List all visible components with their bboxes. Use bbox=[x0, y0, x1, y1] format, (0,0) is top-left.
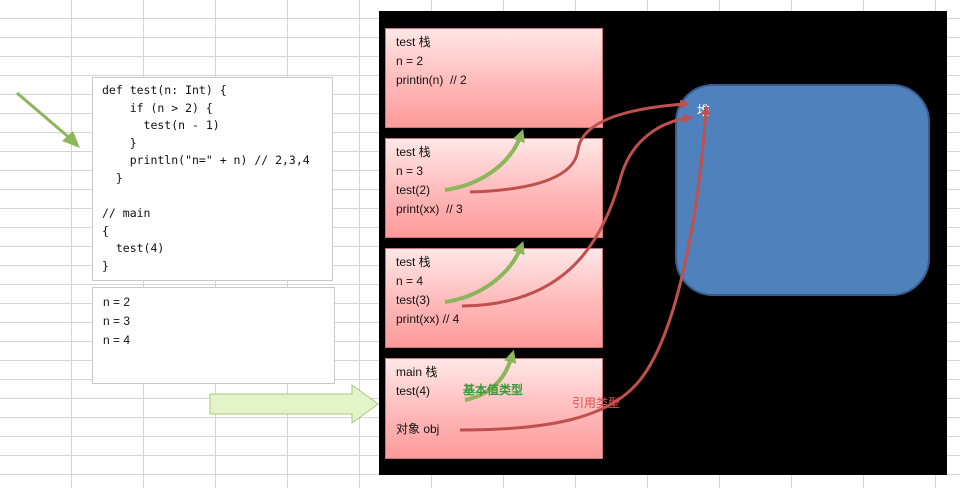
code-line: } bbox=[102, 135, 137, 150]
frame-line: test 栈 bbox=[396, 255, 431, 269]
stack-frame-test-n4: test 栈 n = 4 test(3) print(xx) // 4 bbox=[385, 248, 603, 348]
reference-arrow-1 bbox=[469, 99, 690, 194]
primitive-type-label: 基本值类型 bbox=[463, 383, 524, 397]
primitive-arrow-3 bbox=[464, 349, 517, 402]
output-line: n = 3 bbox=[103, 314, 131, 328]
output-line: n = 4 bbox=[103, 333, 131, 347]
code-line: } bbox=[102, 258, 109, 273]
pointer-arrow-code bbox=[16, 91, 73, 142]
code-box: def test(n: Int) { if (n > 2) { test(n -… bbox=[92, 77, 333, 281]
frame-line: test(3) bbox=[396, 293, 431, 307]
frame-line: printin(n) // 2 bbox=[396, 73, 467, 87]
code-line: if (n > 2) { bbox=[102, 100, 213, 115]
heap-region: 堆 bbox=[675, 84, 930, 296]
frame-line: n = 3 bbox=[396, 164, 424, 178]
arrow-head-icon bbox=[62, 131, 80, 148]
reference-arrow-3 bbox=[459, 105, 711, 432]
code-line: { bbox=[102, 223, 109, 238]
code-line: } bbox=[102, 170, 123, 185]
code-line: test(n - 1) bbox=[102, 118, 220, 133]
frame-line: n = 2 bbox=[396, 54, 424, 68]
code-line: // main bbox=[102, 206, 151, 221]
code-line: def test(n: Int) { bbox=[102, 83, 227, 97]
frame-line: 对象 obj bbox=[396, 422, 440, 436]
code-line: println("n=" + n) // 2,3,4 bbox=[102, 153, 310, 168]
frame-line: test(4) bbox=[396, 384, 431, 398]
stack-frame-main: main 栈 test(4) 对象 obj bbox=[385, 358, 603, 459]
stack-frame-test-n2: test 栈 n = 2 printin(n) // 2 bbox=[385, 28, 603, 128]
frame-line: test 栈 bbox=[396, 145, 431, 159]
frame-line: print(xx) // 4 bbox=[396, 312, 460, 326]
primitive-arrow-2 bbox=[444, 241, 525, 304]
code-line: test(4) bbox=[102, 241, 165, 256]
block-arrow-main bbox=[209, 384, 379, 424]
reference-type-label: 引用类型 bbox=[572, 396, 621, 410]
frame-line: print(xx) // 3 bbox=[396, 202, 463, 216]
frame-line: test(2) bbox=[396, 183, 431, 197]
frame-line: test 栈 bbox=[396, 35, 431, 49]
output-line: n = 2 bbox=[103, 295, 131, 309]
frame-line: n = 4 bbox=[396, 274, 424, 288]
output-box: n = 2 n = 3 n = 4 bbox=[92, 287, 335, 384]
stack-frame-test-n3: test 栈 n = 3 test(2) print(xx) // 3 bbox=[385, 138, 603, 238]
primitive-arrow-1 bbox=[444, 128, 525, 192]
reference-arrow-2 bbox=[461, 113, 693, 308]
frame-line: main 栈 bbox=[396, 365, 438, 379]
